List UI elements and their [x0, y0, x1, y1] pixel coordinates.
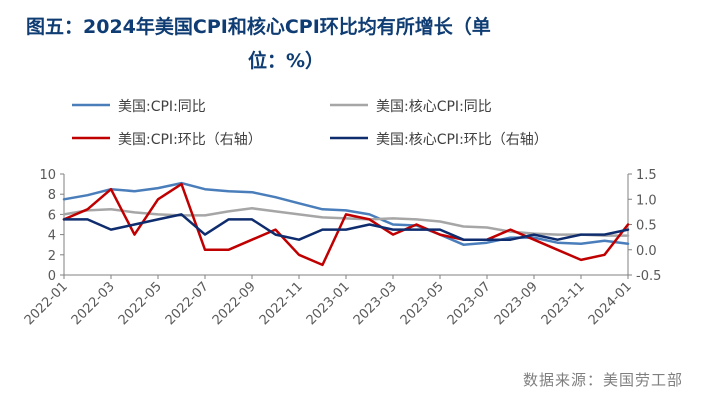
- x-tick-label: 2023-01: [304, 279, 353, 328]
- x-tick-label: 2022-11: [257, 279, 306, 328]
- left-y-tick-label: 2: [48, 249, 56, 264]
- data-source-note: 数据来源：美国劳工部: [522, 371, 683, 389]
- series-line-3: [62, 213, 630, 241]
- x-tick-label: 2022-03: [69, 279, 118, 328]
- x-tick-label: 2022-05: [116, 279, 165, 328]
- series-line-0: [62, 181, 630, 246]
- x-tick-label: 2023-09: [492, 279, 541, 328]
- x-tick-label: 2022-09: [210, 279, 259, 328]
- right-y-tick-label: -0.5: [636, 269, 661, 284]
- chart-title-line2: 位：%）: [248, 50, 325, 72]
- right-y-tick-label: 0.5: [636, 219, 657, 234]
- x-tick-label: 2023-03: [351, 279, 400, 328]
- x-tick-label: 2023-11: [539, 279, 588, 328]
- left-y-tick-label: 4: [48, 229, 56, 244]
- right-y-tick-label: 1.0: [636, 193, 657, 208]
- left-y-tick-label: 10: [39, 168, 56, 183]
- left-y-tick-label: 6: [48, 208, 56, 223]
- right-y-tick-label: 0.0: [636, 244, 657, 259]
- x-tick-label: 2024-01: [586, 279, 635, 328]
- right-y-tick-label: 1.5: [636, 168, 657, 183]
- chart-title-line1: 图五：2024年美国CPI和核心CPI环比均有所增长（单: [26, 16, 491, 38]
- left-y-tick-label: 0: [48, 269, 56, 284]
- x-tick-label: 2023-05: [398, 279, 447, 328]
- left-y-tick-label: 8: [48, 188, 56, 203]
- x-tick-label: 2022-07: [163, 279, 212, 328]
- legend-label-3: 美国:核心CPI:环比（右轴）: [376, 132, 548, 148]
- series-line-2: [62, 182, 630, 267]
- x-tick-label: 2022-01: [22, 279, 71, 328]
- legend-label-1: 美国:核心CPI:同比: [376, 99, 492, 115]
- legend-label-2: 美国:CPI:环比（右轴）: [118, 132, 262, 148]
- x-tick-label: 2023-07: [445, 279, 494, 328]
- legend-label-0: 美国:CPI:同比: [118, 99, 206, 115]
